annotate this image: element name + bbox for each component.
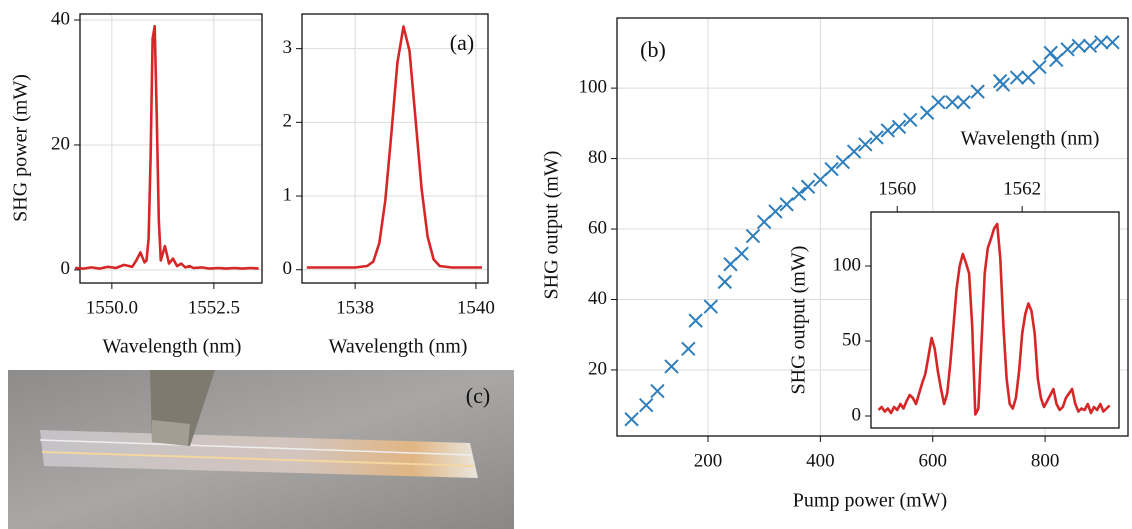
data-point (846, 144, 862, 159)
data-point (880, 123, 895, 138)
x-axis-label: Wavelength (nm) (961, 128, 1100, 150)
data-point (1071, 38, 1086, 54)
y-tick-label: 0 (852, 404, 862, 425)
data-point (681, 341, 696, 357)
data-point (824, 161, 839, 177)
data-point (717, 274, 733, 290)
y-tick-label: 0 (283, 258, 293, 279)
y-tick-label: 40 (588, 288, 607, 309)
data-point (1049, 52, 1064, 68)
y-tick-label: 20 (588, 358, 607, 379)
data-point (1105, 35, 1120, 50)
y-axis-label: SHG output (mW) (541, 151, 563, 300)
y-tick-label: 80 (588, 147, 607, 168)
plot-area (80, 14, 262, 283)
crystal (40, 430, 478, 478)
plot-frame (79, 13, 263, 284)
data-point (791, 186, 807, 202)
data-point (756, 214, 772, 230)
data-point (1043, 45, 1058, 61)
x-axis-label: Wavelength (nm) (103, 336, 242, 358)
data-point (931, 94, 946, 110)
plot-area (302, 14, 488, 283)
data-point (734, 246, 749, 261)
data-point (650, 383, 665, 399)
data-line (75, 24, 259, 270)
data-point (995, 77, 1011, 92)
data-point (768, 204, 783, 219)
data-point (858, 137, 873, 152)
data-point (956, 94, 971, 110)
plot-frame (301, 13, 489, 284)
data-point (835, 154, 851, 170)
data-point (800, 179, 816, 194)
x-tick-label: 1538 (336, 297, 374, 318)
chart-panel: 1550.0 1552.5 0 20 40 Wavelength (nm) SHG powe… (10, 8, 263, 358)
chart-panel: 1560 1562 0 50 100 Wavelength (nm) SHG output … (788, 128, 1120, 429)
data-point (1082, 38, 1098, 54)
y-tick-label: 0 (61, 258, 71, 279)
plot-frame (870, 211, 1120, 429)
data-point (639, 397, 654, 413)
y-axis-label: SHG power (mW) (10, 74, 32, 222)
data-line (306, 25, 482, 269)
panel-label: (a) (450, 30, 474, 55)
data-point (891, 119, 907, 135)
data-point (745, 228, 761, 244)
plot-frame (616, 17, 1129, 437)
x-tick-label: 1550.0 (86, 297, 138, 318)
data-point (970, 84, 985, 99)
data-point (664, 359, 679, 374)
x-tick-label: 400 (806, 450, 835, 471)
y-tick-label: 20 (51, 133, 70, 154)
data-point (688, 313, 703, 328)
data-point (703, 299, 719, 314)
data-point (869, 130, 884, 145)
data-point (1009, 70, 1025, 85)
data-line (877, 222, 1111, 416)
data-point (1094, 35, 1109, 50)
y-tick-label: 1 (283, 184, 293, 205)
y-tick-label: 3 (283, 37, 293, 58)
y-tick-label: 40 (51, 8, 70, 29)
data-point (1021, 70, 1036, 85)
data-point (919, 105, 935, 120)
waveguide (39, 439, 473, 456)
data-point (813, 172, 828, 187)
y-tick-label: 100 (579, 76, 608, 97)
x-tick-label: 200 (694, 450, 723, 471)
data-point (723, 257, 738, 272)
x-tick-label: 1560 (878, 178, 916, 199)
panel-label: (b) (640, 37, 666, 62)
x-tick-label: 1552.5 (188, 297, 240, 318)
x-tick-label: 800 (1031, 450, 1060, 471)
y-tick-label: 50 (842, 329, 861, 350)
y-tick-label: 60 (588, 217, 607, 238)
x-axis-label: Wavelength (nm) (329, 336, 468, 358)
data-point (779, 197, 794, 212)
y-tick-label: 2 (283, 111, 293, 132)
holder-tip (152, 420, 190, 446)
data-point (1032, 59, 1047, 75)
chart-panel: 1538 1540 0 1 2 3 Wavelength (nm) (a) (283, 13, 495, 358)
data-point (1060, 42, 1075, 57)
x-tick-label: 1540 (457, 297, 495, 318)
data-point (903, 112, 918, 128)
y-tick-label: 100 (833, 254, 862, 275)
photo: (c) (8, 370, 514, 529)
x-tick-label: 1562 (1003, 178, 1041, 199)
y-axis-label: SHG output (mW) (788, 246, 810, 395)
panel-label: (c) (466, 383, 490, 408)
data-point (945, 94, 960, 110)
x-tick-label: 600 (918, 450, 947, 471)
x-axis-label: Pump power (mW) (793, 490, 947, 512)
plot-area (871, 212, 1119, 428)
data-point (624, 412, 639, 427)
waveguide (41, 451, 475, 467)
